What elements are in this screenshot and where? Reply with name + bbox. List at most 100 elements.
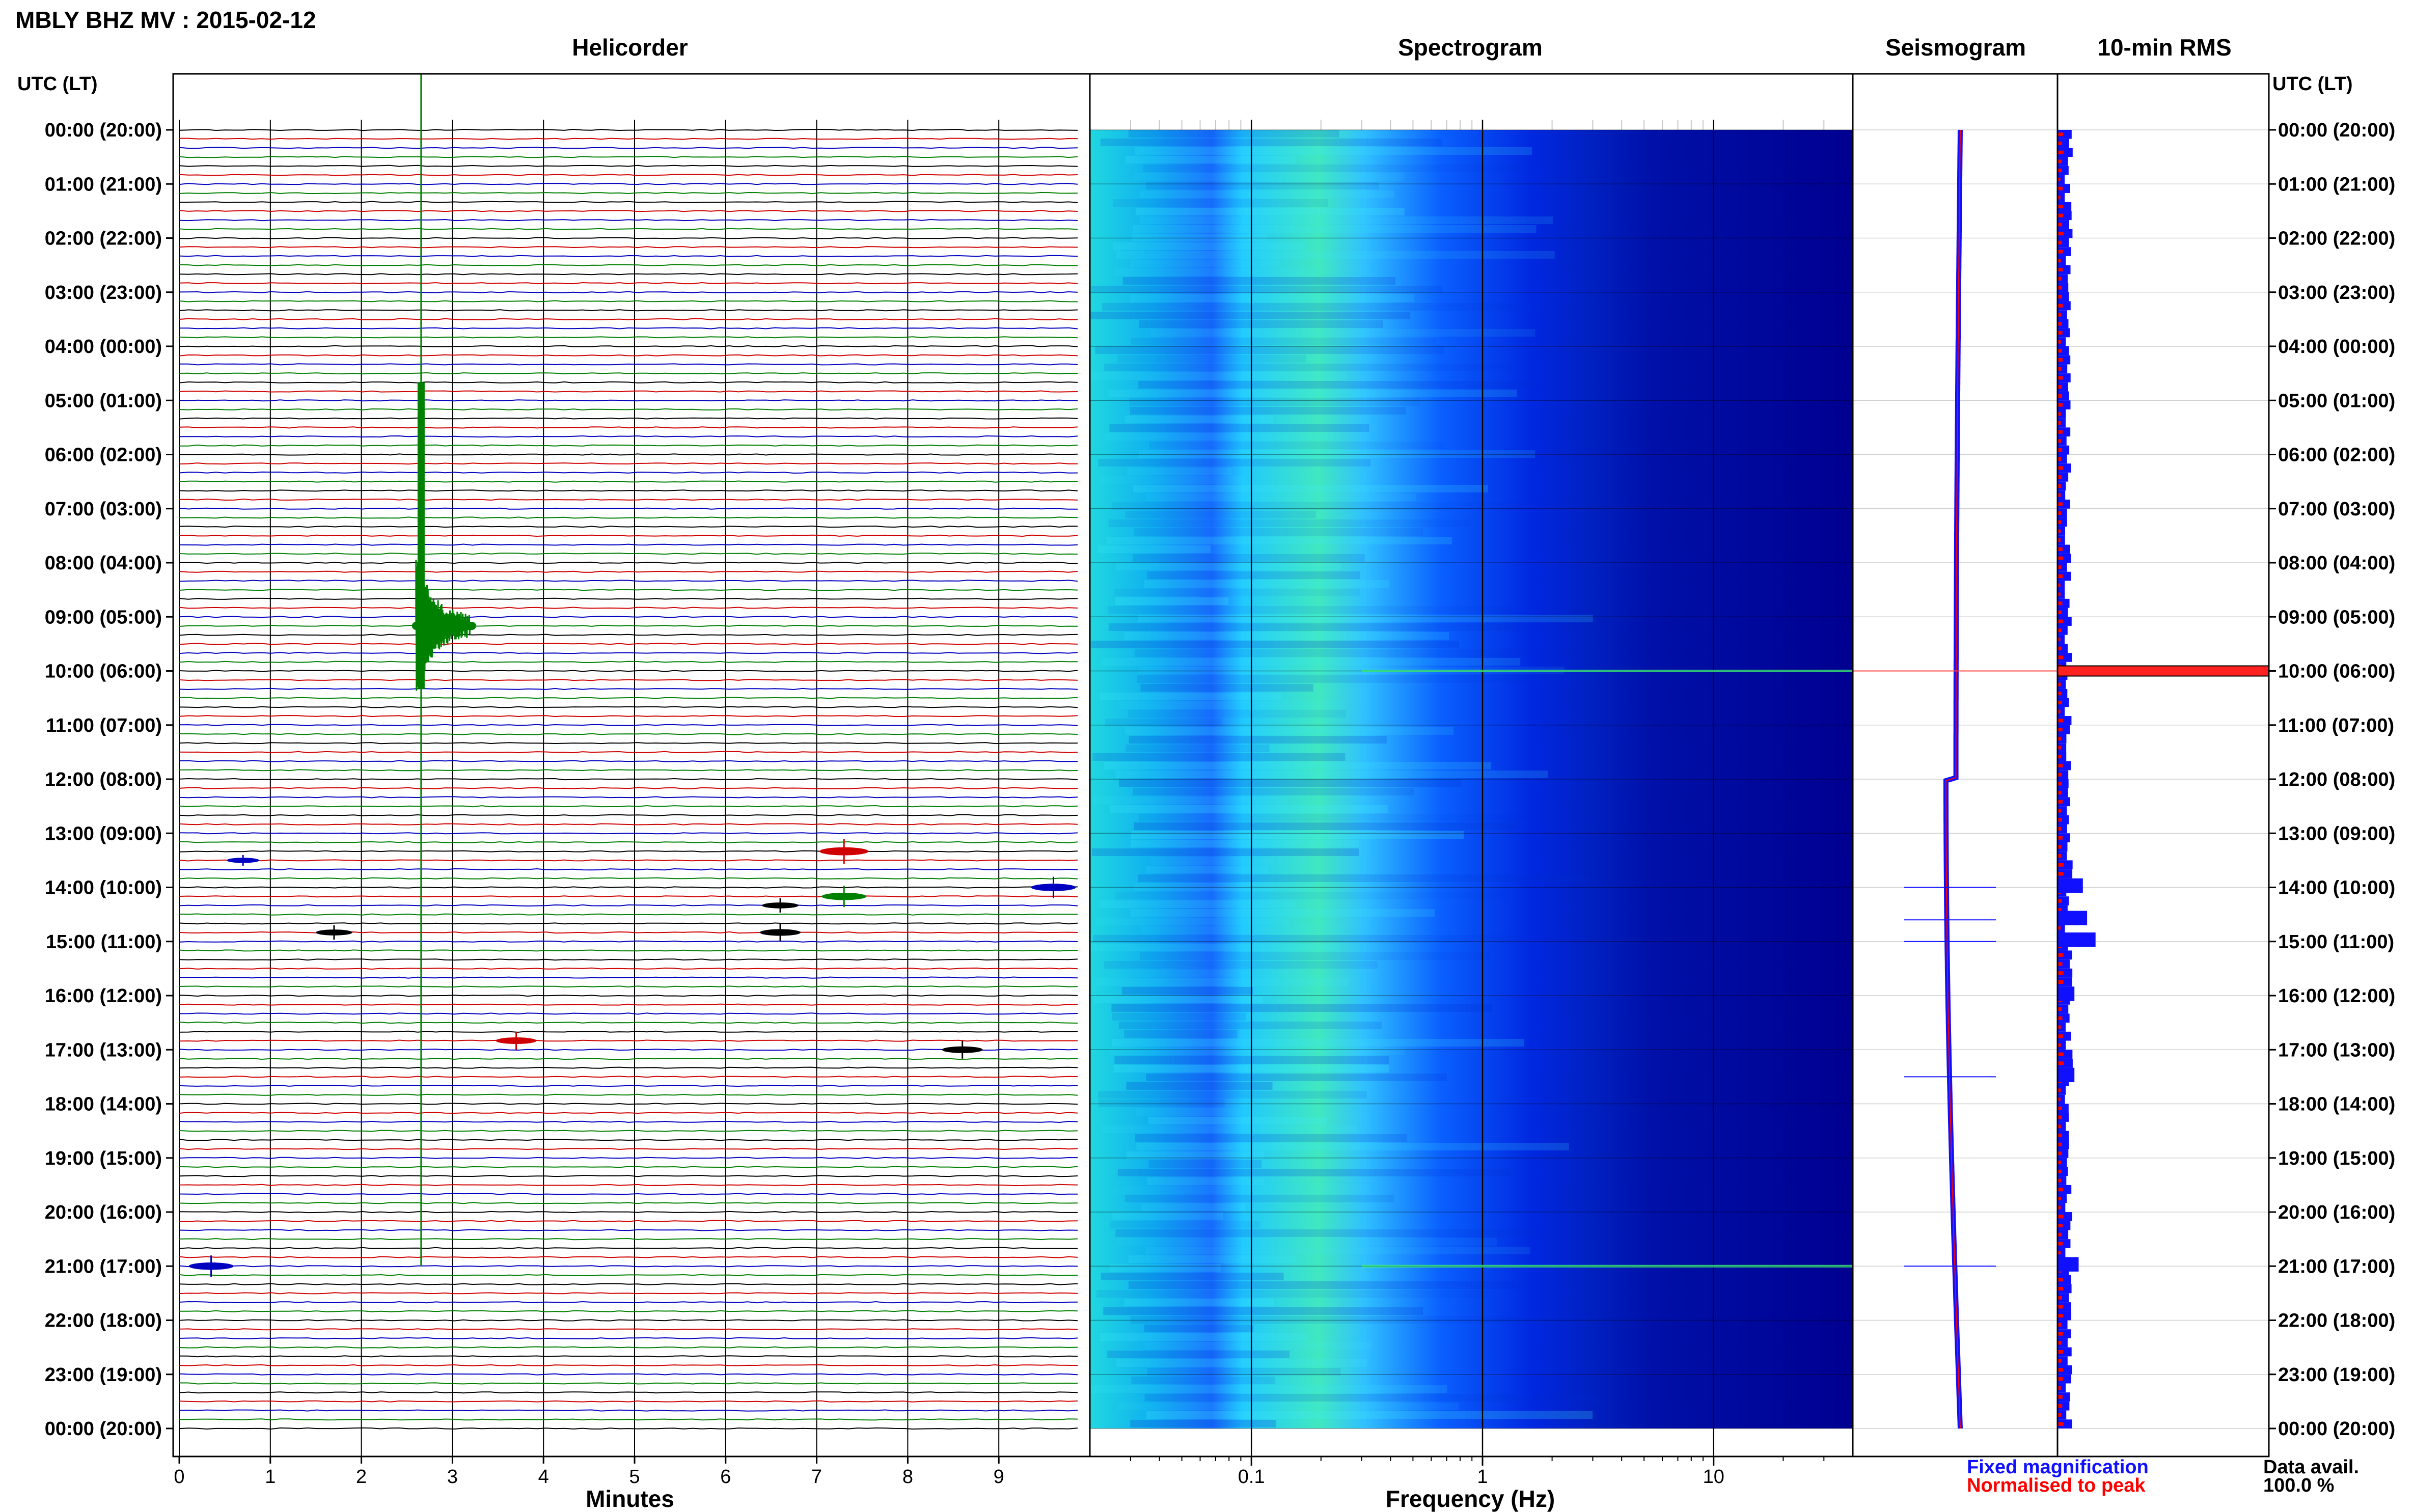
helicorder-trace bbox=[179, 651, 1078, 654]
rms-normalised-mark bbox=[2058, 150, 2064, 154]
y-tick-label-right: 09:00 (05:00) bbox=[2278, 607, 2395, 628]
y-tick-label-left: 19:00 (15:00) bbox=[45, 1148, 162, 1169]
spectrogram-x-tick-label: 10 bbox=[1703, 1466, 1724, 1488]
spectrogram-band bbox=[1111, 502, 1529, 510]
spectrogram-band bbox=[1106, 537, 1452, 544]
rms-bar bbox=[2058, 1248, 2066, 1257]
rms-bar bbox=[2058, 1031, 2071, 1041]
y-tick-label-right: 01:00 (21:00) bbox=[2278, 174, 2395, 195]
rms-normalised-mark bbox=[2058, 538, 2061, 542]
helicorder-trace bbox=[179, 417, 1078, 420]
rms-bar bbox=[2058, 1140, 2069, 1149]
rms-bar bbox=[2058, 571, 2071, 581]
spectrogram-band bbox=[1102, 303, 1545, 311]
rms-bar bbox=[2058, 1329, 2071, 1338]
helicorder-trace bbox=[179, 913, 1078, 916]
spectrogram-band bbox=[1112, 1039, 1524, 1047]
spectrogram-band bbox=[1118, 1022, 1382, 1029]
y-tick-label-right: 19:00 (15:00) bbox=[2278, 1148, 2395, 1169]
spectrogram-band bbox=[1113, 242, 1306, 250]
right-axis-header: UTC (LT) bbox=[2272, 73, 2353, 95]
rms-bar bbox=[2058, 1347, 2072, 1357]
spectrogram-band bbox=[1090, 312, 1410, 319]
helicorder-trace bbox=[179, 1229, 1078, 1231]
rms-bar bbox=[2058, 1338, 2068, 1348]
spectrogram-band bbox=[1133, 485, 1488, 492]
rms-bar bbox=[2058, 382, 2068, 392]
y-tick-label-right: 17:00 (13:00) bbox=[2278, 1039, 2395, 1061]
spectrogram-band bbox=[1104, 961, 1378, 969]
helicorder-trace bbox=[179, 1247, 1078, 1249]
spectrogram-band bbox=[1095, 346, 1444, 354]
helicorder-trace bbox=[179, 616, 1078, 618]
helicorder-trace bbox=[179, 1238, 1078, 1241]
rms-bar bbox=[2058, 950, 2072, 960]
spectrogram-band bbox=[1146, 493, 1416, 501]
rms-normalised-mark bbox=[2058, 304, 2063, 308]
rms-normalised-mark bbox=[2058, 286, 2062, 290]
rms-normalised-mark bbox=[2058, 493, 2061, 497]
rms-bar bbox=[2058, 842, 2068, 851]
helicorder-trace bbox=[179, 516, 1078, 519]
spectrogram-band bbox=[1125, 156, 1296, 163]
rms-bar bbox=[2058, 1302, 2071, 1311]
spectrogram-band bbox=[1149, 442, 1445, 449]
rms-bar bbox=[2058, 1392, 2070, 1401]
rms-normalised-mark bbox=[2058, 385, 2062, 389]
rms-burst bbox=[2058, 986, 2075, 1001]
helicorder-trace bbox=[179, 128, 1078, 131]
helicorder-trace bbox=[179, 994, 1078, 997]
spectrogram-band bbox=[1115, 1229, 1533, 1237]
spectrogram-band bbox=[1116, 251, 1555, 259]
helicorder-trace bbox=[179, 1157, 1078, 1159]
y-tick-label-right: 21:00 (17:00) bbox=[2278, 1256, 2395, 1277]
spectrogram-band bbox=[1115, 268, 1318, 276]
rms-bar bbox=[2058, 959, 2070, 969]
helicorder-trace bbox=[179, 210, 1078, 212]
spectrogram-band bbox=[1097, 476, 1246, 484]
y-tick-label-left: 04:00 (00:00) bbox=[45, 336, 162, 358]
rms-bar bbox=[2058, 680, 2066, 689]
rms-normalised-mark bbox=[2058, 1305, 2063, 1309]
helicorder-trace bbox=[179, 1346, 1078, 1349]
rms-normalised-mark bbox=[2058, 628, 2062, 633]
rms-burst bbox=[2058, 1257, 2079, 1272]
spectrogram-band bbox=[1150, 329, 1535, 337]
y-tick-label-right: 12:00 (08:00) bbox=[2278, 769, 2395, 790]
rms-bar bbox=[2058, 1113, 2069, 1122]
rms-normalised-mark bbox=[2058, 592, 2061, 596]
spectrogram-band bbox=[1099, 900, 1295, 908]
helicorder-trace bbox=[179, 345, 1078, 348]
helicorder-trace bbox=[179, 714, 1078, 718]
rms-bar bbox=[2058, 310, 2067, 319]
y-tick-label-left: 00:00 (20:00) bbox=[45, 1418, 162, 1440]
helicorder-trace bbox=[179, 246, 1078, 249]
spectrogram-band bbox=[1099, 1099, 1225, 1107]
spectrogram-band bbox=[1134, 649, 1530, 657]
y-tick-label-right: 22:00 (18:00) bbox=[2278, 1310, 2395, 1332]
spectrogram-band bbox=[1118, 1403, 1459, 1410]
helicorder-trace bbox=[179, 706, 1078, 708]
rms-bar bbox=[2058, 833, 2070, 842]
y-tick-label-left: 20:00 (16:00) bbox=[45, 1202, 162, 1223]
helicorder-trace bbox=[179, 769, 1078, 772]
rms-bar bbox=[2058, 211, 2072, 221]
helicorder-trace bbox=[179, 634, 1078, 636]
spectrogram-band bbox=[1138, 381, 1535, 389]
rms-bar bbox=[2058, 202, 2072, 211]
helicorder-trace bbox=[179, 183, 1078, 185]
rms-burst bbox=[2058, 1067, 2075, 1082]
spectrogram-band bbox=[1117, 355, 1306, 363]
rms-bar bbox=[2058, 1050, 2073, 1059]
spectrogram-band bbox=[1131, 1377, 1276, 1384]
helicorder-trace bbox=[179, 922, 1078, 925]
spectrogram-band bbox=[1126, 1151, 1264, 1159]
spectrogram-band bbox=[1146, 866, 1268, 873]
rms-bar bbox=[2058, 166, 2069, 175]
spectrogram-x-tick-label: 0.1 bbox=[1238, 1466, 1265, 1488]
helicorder-trace bbox=[179, 688, 1078, 691]
y-tick-label-left: 15:00 (11:00) bbox=[46, 931, 162, 953]
y-tick-label-left: 13:00 (09:00) bbox=[45, 823, 162, 844]
y-tick-label-right: 16:00 (12:00) bbox=[2278, 985, 2395, 1007]
rms-normalised-mark bbox=[2058, 565, 2062, 569]
